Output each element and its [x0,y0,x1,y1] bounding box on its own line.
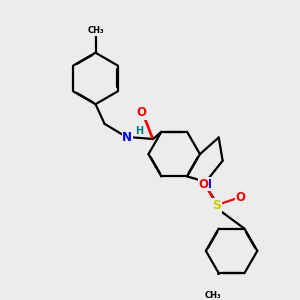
Text: N: N [202,178,212,191]
Text: N: N [122,131,132,144]
Text: O: O [136,106,146,119]
Text: H: H [135,126,143,136]
Text: CH₃: CH₃ [87,26,104,35]
Text: O: O [236,191,246,204]
Text: S: S [212,199,221,212]
Text: CH₃: CH₃ [205,291,222,300]
Text: O: O [198,178,208,191]
